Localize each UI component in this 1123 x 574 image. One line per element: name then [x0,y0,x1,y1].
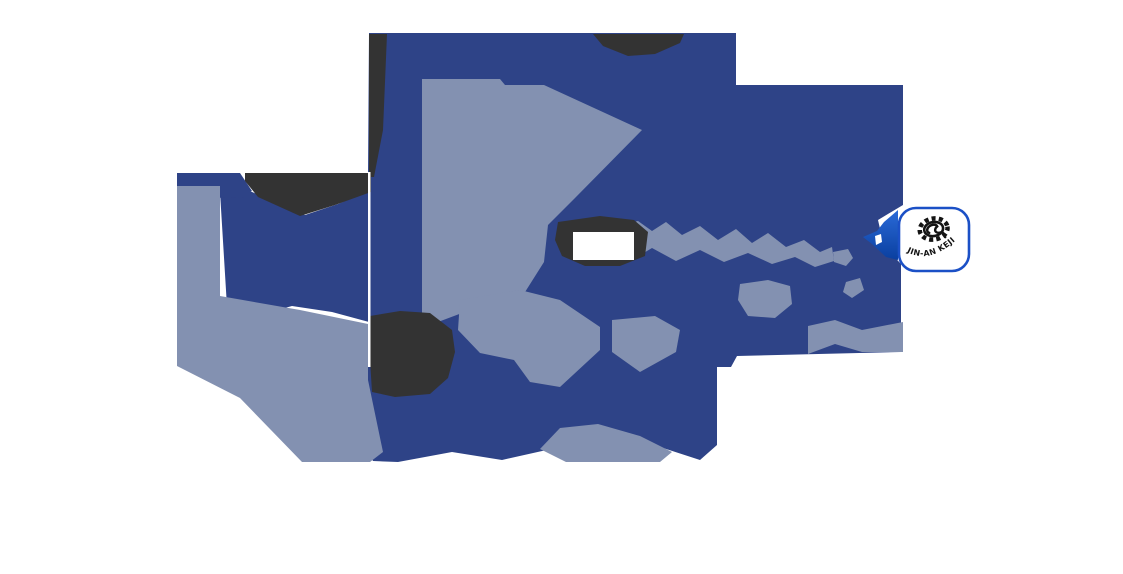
shadow-strip [369,34,387,177]
terrain-gray-mid [458,290,600,387]
shadow-top-blob [593,34,684,56]
gear-icon [917,216,950,242]
terrain-gray-arrow [422,79,642,322]
terrain-gray-blob [738,280,792,318]
terrain-gray-wedge [540,424,672,462]
terrain-gray-right [808,320,903,354]
landmass-shapes [177,33,903,462]
location-marker-icon[interactable] [863,210,898,260]
landmass-navy-left [220,191,369,323]
terrain-gray-left [177,186,383,462]
terrain-gray-chain [616,221,834,267]
terrain-gray-mid2 [612,316,680,372]
label-white-rect [573,232,634,260]
terrain-gray-bit-a [833,249,853,266]
divider-white-line [368,172,371,367]
terrain-gray-bit-b [843,278,864,298]
location-marker-notch [875,234,882,245]
company-logo-badge[interactable]: JIN-AN KEJI [897,206,971,273]
shadow-band [245,173,371,216]
shadow-blob-2 [370,311,455,397]
gear-teeth-ring [917,216,950,242]
badge-background[interactable] [897,206,971,273]
gear-swirl [925,223,947,239]
gear-body-ring [922,220,945,238]
